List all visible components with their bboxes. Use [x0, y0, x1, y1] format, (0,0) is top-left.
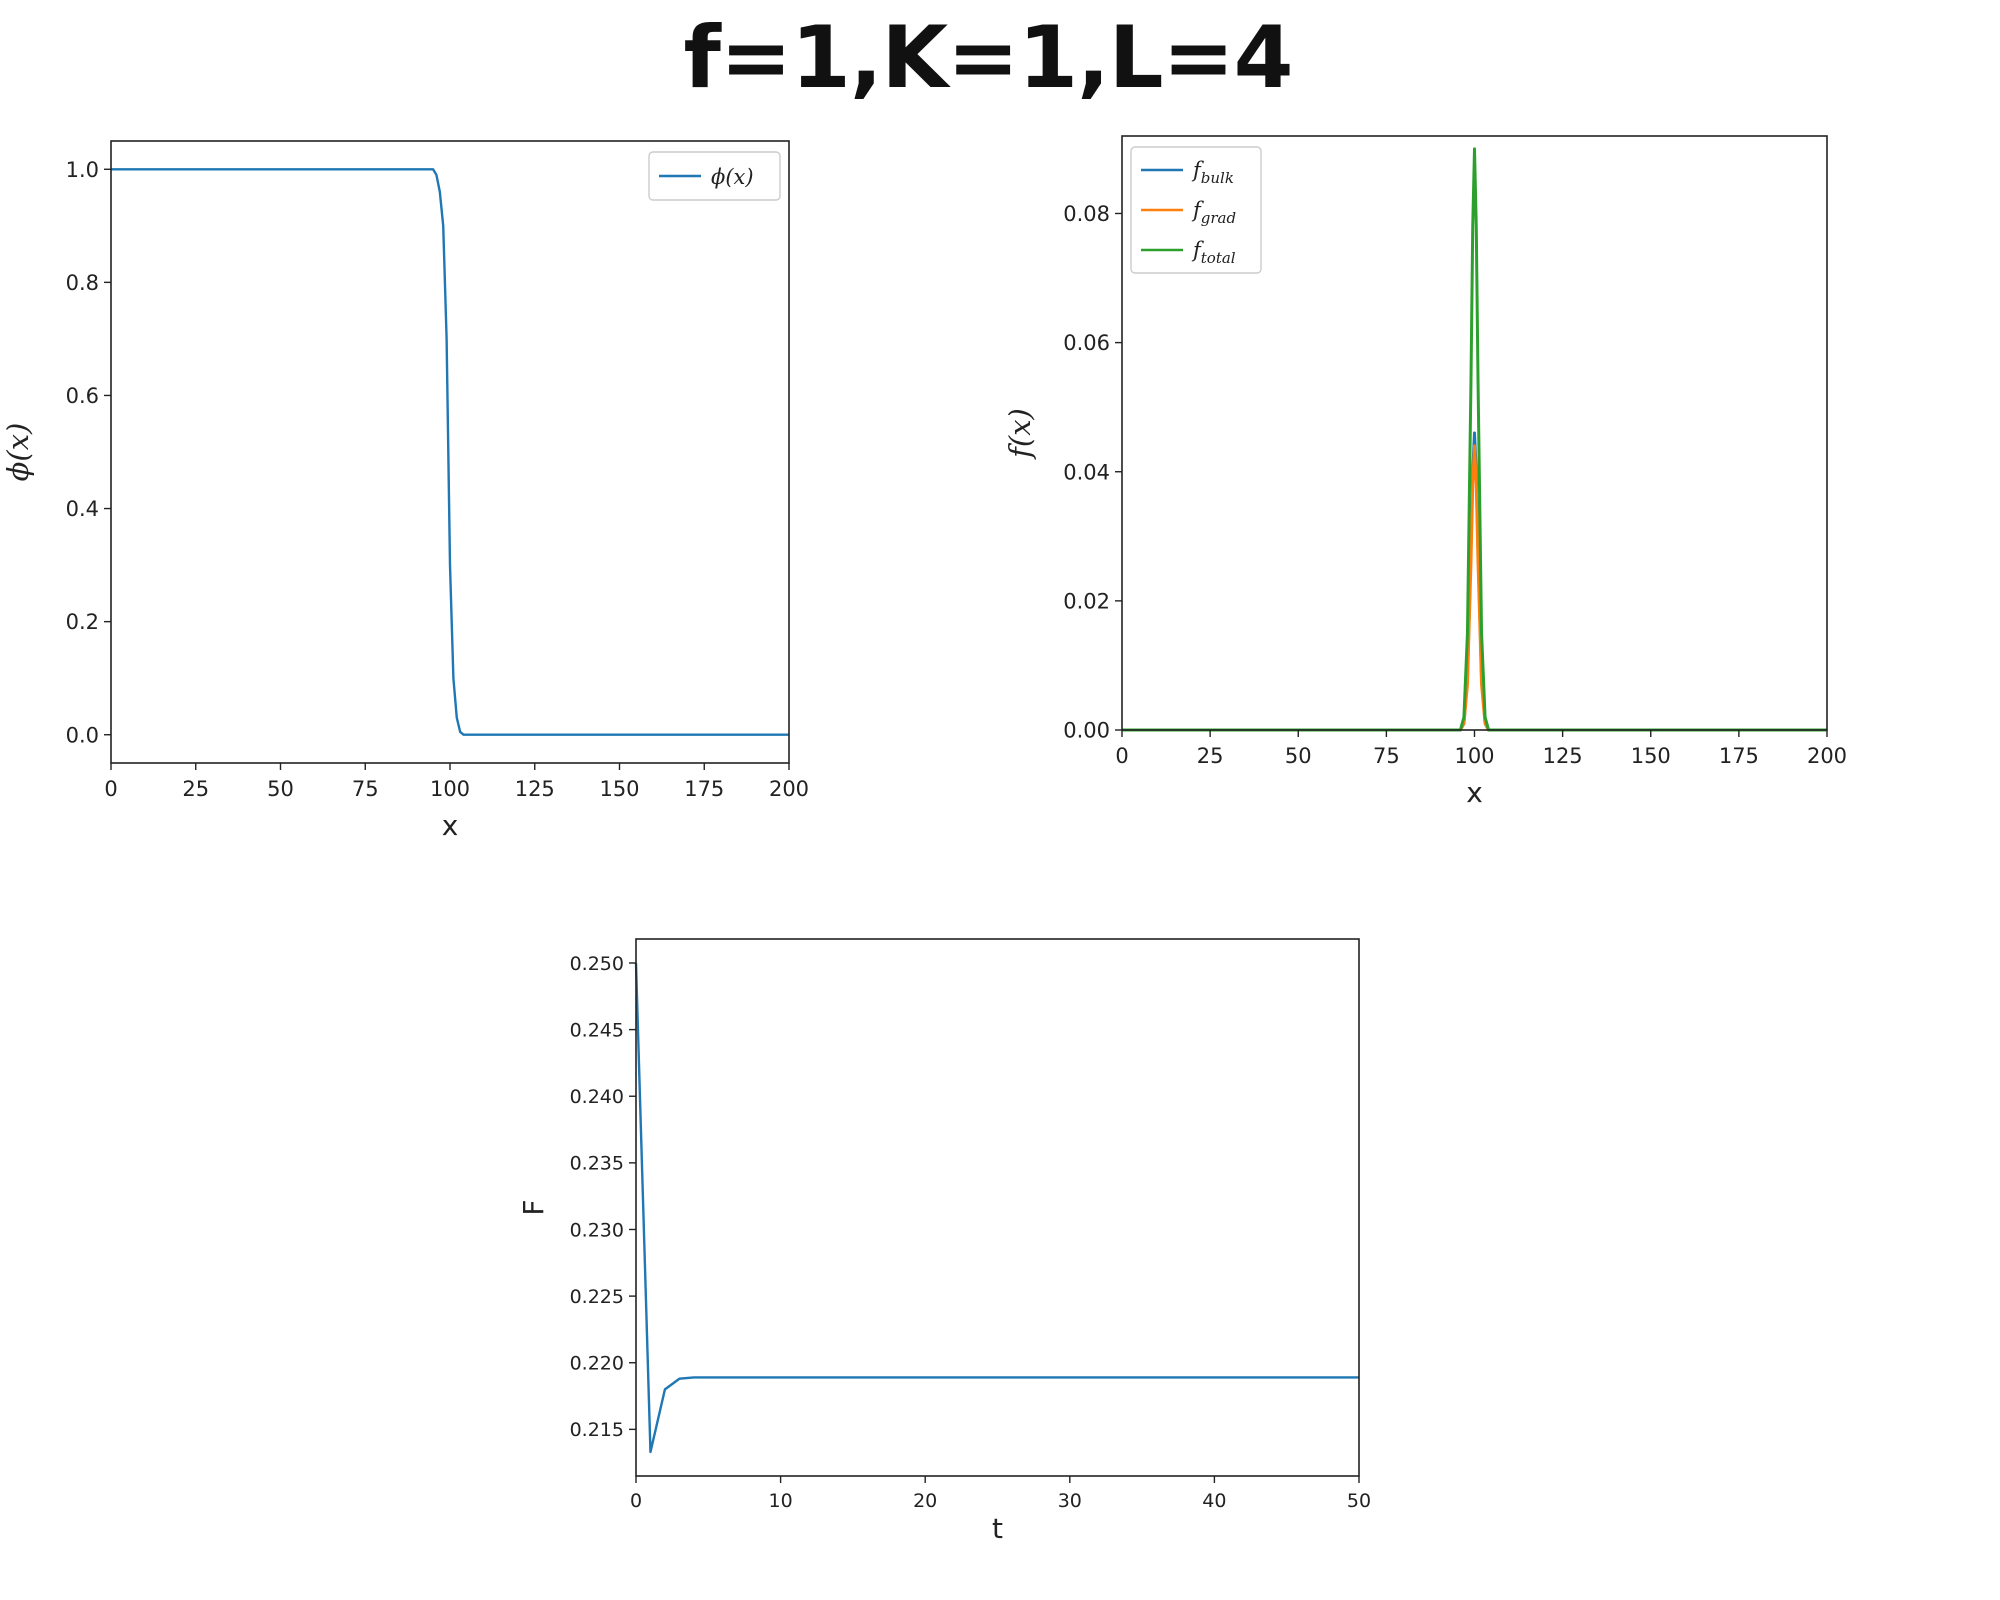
x-tick-label: 125: [1543, 744, 1583, 768]
y-tick-label: 0.06: [1063, 331, 1110, 355]
series-line-total: [1122, 147, 1827, 732]
x-tick-label: 0: [104, 777, 117, 801]
y-tick-label: 0.215: [570, 1419, 624, 1441]
y-tick-label: 0.08: [1063, 202, 1110, 226]
y-tick-label: 0.2: [66, 610, 99, 634]
x-tick-label: 175: [684, 777, 724, 801]
series-line-main: [111, 168, 789, 736]
x-tick-label: 25: [182, 777, 209, 801]
x-axis-label: x: [442, 809, 459, 842]
x-tick-label: 10: [769, 1490, 793, 1512]
x-tick-label: 150: [1631, 744, 1671, 768]
y-tick-label: 0.04: [1063, 460, 1110, 484]
legend-box: [648, 151, 781, 201]
x-tick-label: 200: [1807, 744, 1847, 768]
y-axis-label: ϕ(x): [1, 423, 35, 482]
x-tick-label: 75: [1373, 744, 1400, 768]
y-tick-label: 0.250: [570, 953, 624, 975]
x-tick-label: 30: [1058, 1490, 1082, 1512]
x-tick-label: 175: [1719, 744, 1759, 768]
y-tick-label: 0.4: [66, 497, 99, 521]
x-tick-label: 100: [1454, 744, 1494, 768]
x-tick-label: 25: [1197, 744, 1224, 768]
x-axis-label: x: [1466, 776, 1483, 809]
x-tick-label: 150: [599, 777, 639, 801]
legend-label-total: ftotal: [1191, 238, 1236, 267]
x-tick-label: 0: [630, 1490, 642, 1512]
x-tick-label: 50: [267, 777, 294, 801]
x-tick-label: 100: [430, 777, 470, 801]
y-axis-label: F: [517, 1199, 550, 1215]
plot-frame: [635, 938, 1360, 1477]
legend-label-bulk: fbulk: [1191, 158, 1234, 187]
page-title: f=1,K=1,L=4: [683, 8, 1294, 108]
legend-label-grad: fgrad: [1191, 198, 1236, 227]
y-tick-label: 0.02: [1063, 589, 1110, 613]
series-line-grad: [1122, 444, 1827, 732]
x-tick-label: 40: [1202, 1490, 1226, 1512]
y-tick-label: 0.245: [570, 1019, 624, 1041]
legend-box: [1130, 146, 1262, 274]
y-tick-label: 0.225: [570, 1286, 624, 1308]
y-tick-label: 1.0: [66, 158, 99, 182]
y-tick-label: 0.6: [66, 384, 99, 408]
y-tick-label: 0.235: [570, 1153, 624, 1175]
y-axis-label: f(x): [1003, 408, 1037, 460]
x-tick-label: 75: [352, 777, 379, 801]
x-tick-label: 50: [1347, 1490, 1371, 1512]
y-tick-label: 0.0: [66, 723, 99, 747]
x-tick-label: 0: [1115, 744, 1128, 768]
y-tick-label: 0.230: [570, 1219, 624, 1241]
x-tick-label: 50: [1285, 744, 1312, 768]
x-axis-label: t: [992, 1512, 1003, 1545]
y-tick-label: 0.00: [1063, 719, 1110, 743]
x-tick-label: 20: [913, 1490, 937, 1512]
y-tick-label: 0.8: [66, 271, 99, 295]
series-line-main: [634, 962, 1359, 1454]
y-tick-label: 0.220: [570, 1353, 624, 1375]
x-tick-label: 125: [515, 777, 555, 801]
x-tick-label: 200: [769, 777, 809, 801]
y-tick-label: 0.240: [570, 1086, 624, 1108]
legend-label: ϕ(x): [711, 165, 754, 189]
